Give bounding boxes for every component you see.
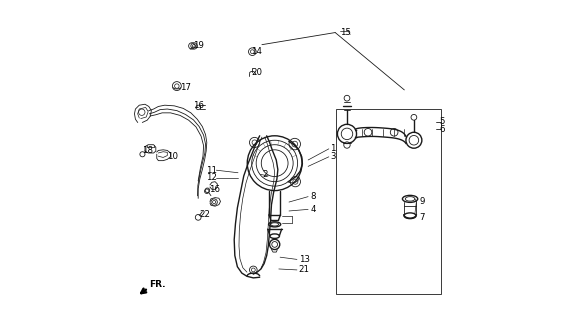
Text: 18: 18 <box>142 146 153 155</box>
Bar <box>336 109 440 294</box>
Text: 22: 22 <box>199 210 210 219</box>
Text: 13: 13 <box>299 255 310 264</box>
Text: 4: 4 <box>310 205 316 214</box>
Text: 5: 5 <box>439 117 445 126</box>
Text: 1: 1 <box>331 144 336 153</box>
Text: 16: 16 <box>209 185 220 194</box>
Text: 21: 21 <box>299 265 310 275</box>
Text: 8: 8 <box>310 192 316 201</box>
Text: 3: 3 <box>331 152 336 161</box>
Text: 12: 12 <box>206 173 217 182</box>
Text: 10: 10 <box>167 152 178 161</box>
Text: FR.: FR. <box>149 280 165 289</box>
Text: 9: 9 <box>420 197 425 206</box>
Text: 16: 16 <box>193 101 204 110</box>
Text: 11: 11 <box>206 166 217 175</box>
Text: 14: 14 <box>251 46 262 56</box>
Text: 7: 7 <box>420 213 425 222</box>
Text: 19: 19 <box>194 41 204 51</box>
Text: 20: 20 <box>251 68 262 77</box>
Text: 6: 6 <box>439 124 445 133</box>
Text: 15: 15 <box>340 28 351 37</box>
Text: 17: 17 <box>180 83 191 92</box>
Text: 2: 2 <box>262 170 268 179</box>
